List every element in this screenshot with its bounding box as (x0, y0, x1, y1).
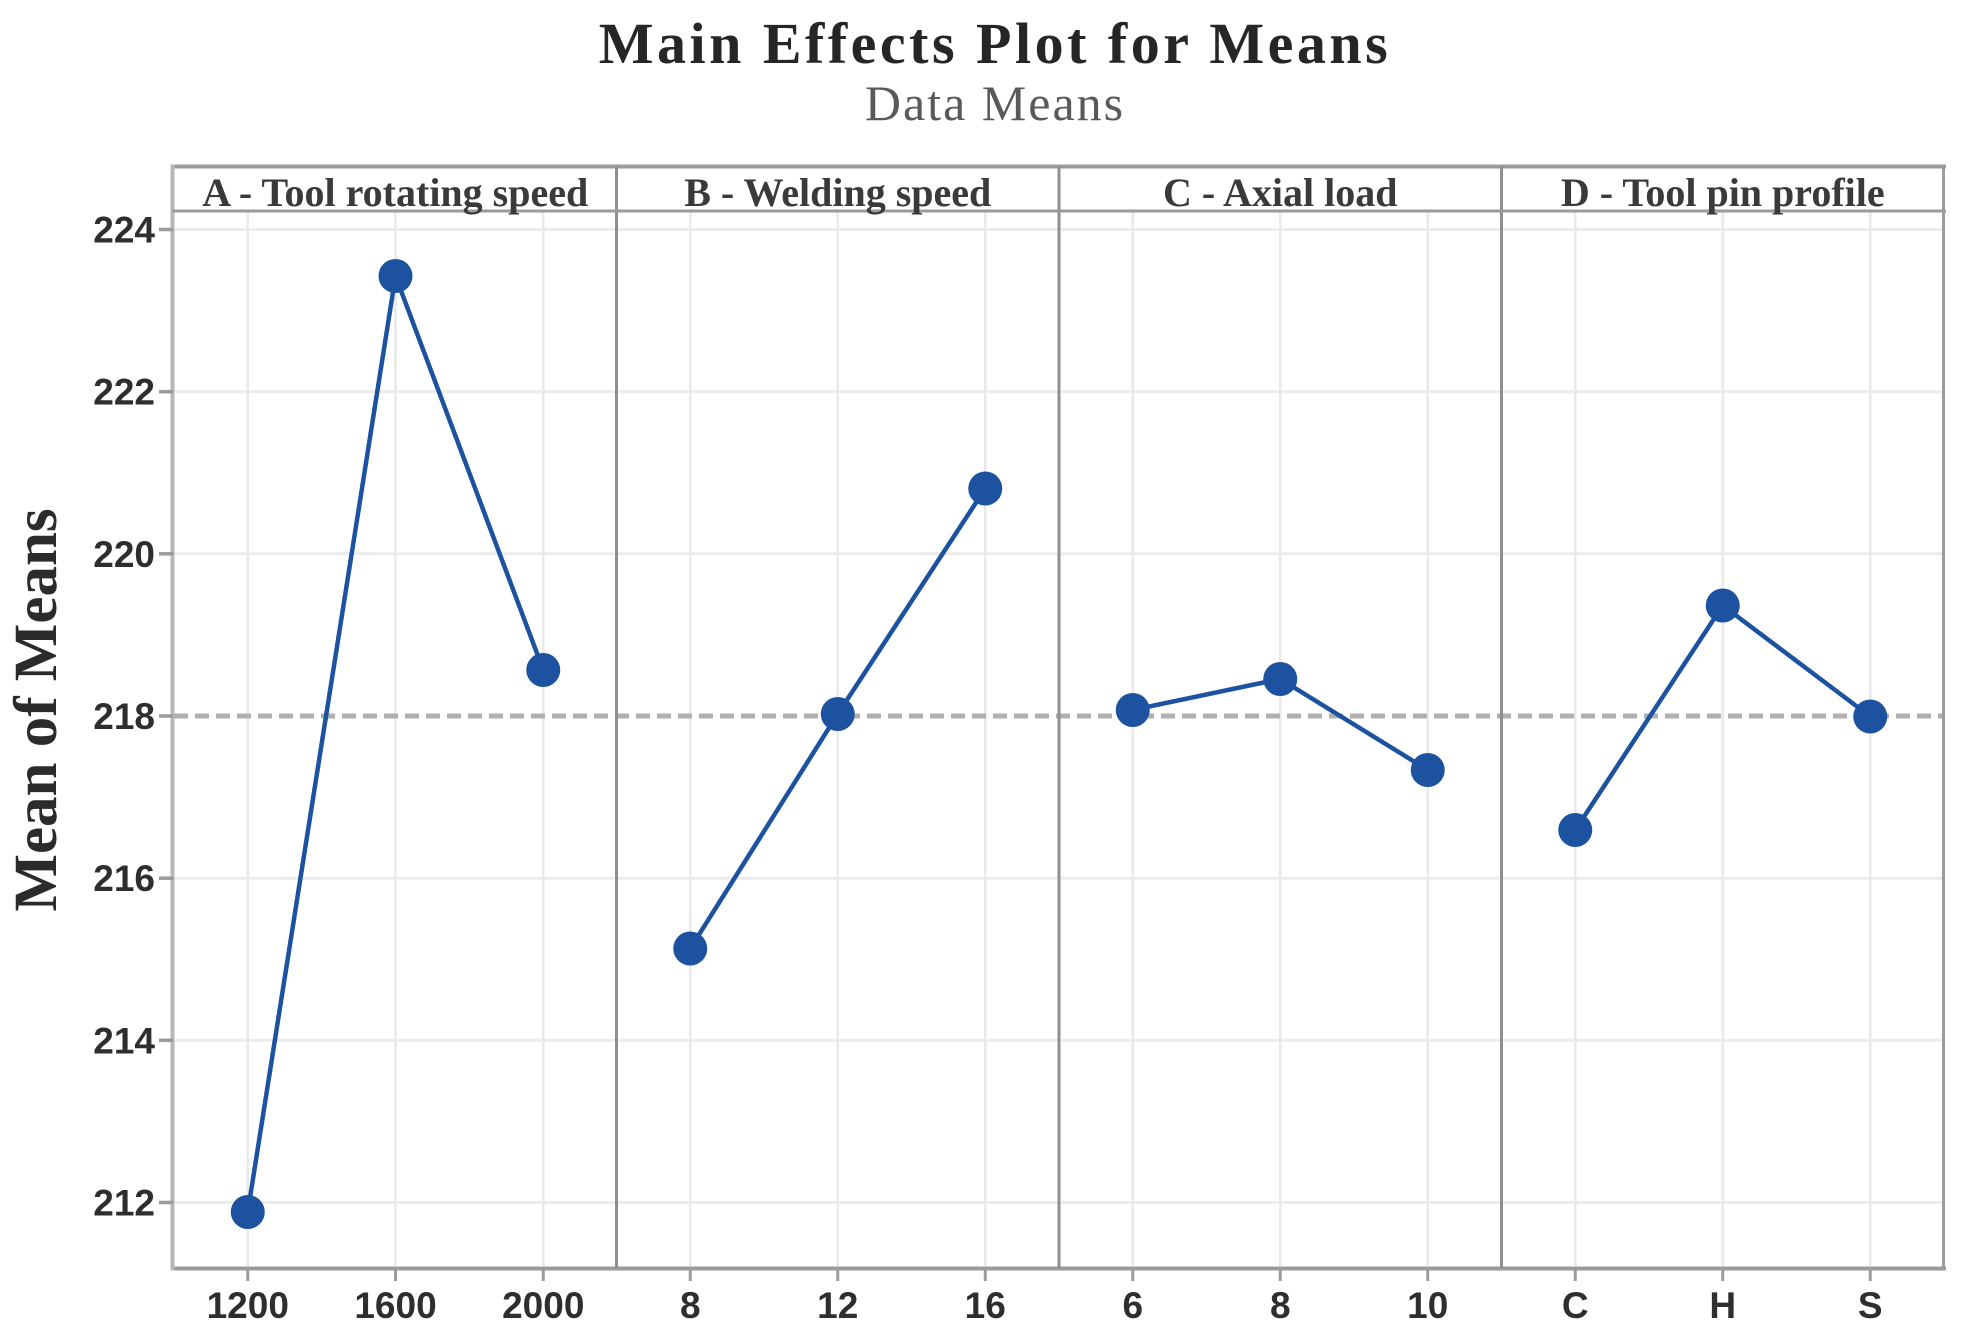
svg-text:214: 214 (93, 1020, 155, 1061)
svg-text:222: 222 (93, 372, 155, 413)
svg-text:Data Means: Data Means (865, 75, 1125, 131)
svg-text:6: 6 (1122, 1285, 1143, 1326)
svg-text:Mean of Means: Mean of Means (3, 508, 70, 911)
svg-text:212: 212 (93, 1183, 155, 1224)
svg-text:12: 12 (817, 1285, 858, 1326)
svg-text:2000: 2000 (502, 1285, 584, 1326)
svg-text:H: H (1709, 1285, 1736, 1326)
svg-text:A - Tool rotating speed: A - Tool rotating speed (202, 170, 588, 215)
svg-text:C: C (1562, 1285, 1589, 1326)
svg-text:B - Welding speed: B - Welding speed (684, 170, 991, 215)
svg-text:10: 10 (1407, 1285, 1448, 1326)
svg-text:216: 216 (93, 858, 155, 899)
svg-text:220: 220 (93, 534, 155, 575)
svg-text:1200: 1200 (207, 1285, 289, 1326)
svg-text:C - Axial load: C - Axial load (1163, 170, 1397, 215)
svg-text:D - Tool pin profile: D - Tool pin profile (1561, 170, 1885, 215)
svg-text:8: 8 (680, 1285, 701, 1326)
svg-text:S: S (1858, 1285, 1883, 1326)
svg-text:8: 8 (1270, 1285, 1291, 1326)
svg-text:16: 16 (965, 1285, 1006, 1326)
svg-text:Main Effects Plot for Means: Main Effects Plot for Means (599, 11, 1391, 76)
svg-text:1600: 1600 (354, 1285, 436, 1326)
svg-text:224: 224 (93, 210, 155, 251)
svg-text:218: 218 (93, 696, 155, 737)
